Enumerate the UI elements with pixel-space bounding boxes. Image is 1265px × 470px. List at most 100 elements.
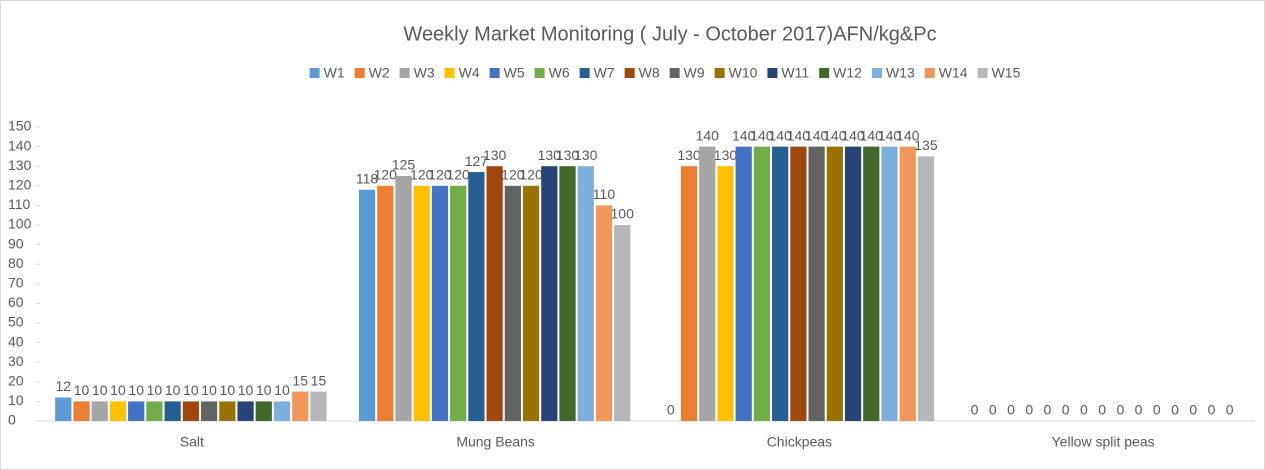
- data-label: 0: [1062, 402, 1070, 418]
- data-label: 120: [428, 167, 452, 183]
- bar: [255, 401, 272, 421]
- data-label: 140: [768, 127, 792, 143]
- bar: [310, 391, 327, 421]
- x-tick-label: Chickpeas: [767, 434, 832, 450]
- bar: [504, 185, 521, 421]
- bar: [395, 176, 412, 421]
- legend-label: W2: [369, 65, 390, 81]
- y-tick-label: 30: [8, 353, 24, 369]
- data-label: 10: [147, 382, 163, 398]
- data-label: 130: [677, 147, 701, 163]
- bar: [55, 397, 72, 421]
- data-label: 12: [56, 378, 72, 394]
- y-tick-label: 60: [8, 294, 24, 310]
- x-tick-label: Yellow split peas: [1052, 434, 1155, 450]
- data-label: 0: [1208, 402, 1216, 418]
- legend-swatch: [624, 68, 635, 78]
- data-label: 10: [74, 382, 90, 398]
- bar: [468, 172, 485, 421]
- data-label: 10: [256, 382, 272, 398]
- y-tick-label: 100: [8, 216, 32, 232]
- data-label: 0: [1080, 402, 1088, 418]
- bar: [772, 146, 789, 421]
- legend-swatch: [819, 68, 830, 78]
- y-tick-label: 10: [8, 392, 24, 408]
- data-label: 0: [1226, 402, 1234, 418]
- bar: [899, 146, 916, 421]
- data-label: 120: [410, 167, 434, 183]
- data-label: 130: [556, 147, 580, 163]
- bar: [146, 401, 163, 421]
- data-label: 0: [1025, 402, 1033, 418]
- data-label: 127: [465, 153, 489, 169]
- data-label: 140: [841, 127, 865, 143]
- data-label: 140: [896, 127, 920, 143]
- data-label: 125: [392, 157, 416, 173]
- data-label: 10: [165, 382, 181, 398]
- y-tick-label: 20: [8, 373, 24, 389]
- bar: [73, 401, 90, 421]
- data-label: 0: [1098, 402, 1106, 418]
- data-label: 140: [696, 127, 720, 143]
- legend-swatch: [399, 68, 410, 78]
- bar: [844, 146, 862, 421]
- data-label: 0: [989, 402, 997, 418]
- legend-label: W4: [459, 65, 480, 81]
- bar: [577, 166, 594, 421]
- bar: [917, 156, 935, 421]
- legend-swatch: [579, 68, 590, 78]
- legend-label: W5: [504, 65, 525, 81]
- data-label: 10: [110, 382, 126, 398]
- legend-label: W6: [549, 65, 570, 81]
- legend-label: W8: [639, 65, 660, 81]
- legend-label: W7: [594, 65, 615, 81]
- legend-label: W14: [939, 65, 968, 81]
- legend-swatch: [534, 68, 545, 78]
- bar: [377, 185, 394, 421]
- chart-title: Weekly Market Monitoring ( July - Octobe…: [403, 23, 936, 45]
- bar: [881, 146, 898, 421]
- data-label: 0: [1189, 402, 1197, 418]
- data-label: 0: [667, 402, 675, 418]
- y-tick-label: 130: [8, 157, 32, 173]
- legend-label: W12: [833, 65, 862, 81]
- data-label: 140: [805, 127, 829, 143]
- data-label: 118: [356, 170, 379, 186]
- legend-swatch: [714, 68, 725, 78]
- y-tick-label: 140: [8, 137, 32, 153]
- data-label: 130: [483, 147, 507, 163]
- data-label: 140: [823, 127, 847, 143]
- bar: [292, 391, 309, 421]
- bar: [735, 146, 752, 421]
- data-label: 135: [914, 137, 938, 153]
- bar: [164, 401, 181, 421]
- bar: [200, 401, 218, 421]
- y-tick-label: 50: [8, 314, 24, 330]
- data-label: 120: [374, 167, 398, 183]
- bar: [237, 401, 254, 421]
- bar: [753, 146, 771, 421]
- bar: [486, 166, 503, 421]
- legend-label: W3: [414, 65, 435, 81]
- bar: [595, 205, 613, 421]
- y-tick-label: 0: [8, 412, 16, 428]
- data-label: 0: [1116, 402, 1124, 418]
- y-tick-label: 40: [8, 333, 24, 349]
- legend-label: W13: [886, 65, 915, 81]
- bar: [680, 166, 698, 421]
- bar: [559, 166, 576, 421]
- legend-label: W10: [729, 65, 758, 81]
- bar: [790, 146, 807, 421]
- bar: [91, 401, 108, 421]
- bar: [863, 146, 880, 421]
- bar: [358, 189, 376, 421]
- legend-swatch: [977, 68, 988, 78]
- bar: [699, 146, 716, 421]
- legend-label: W9: [684, 65, 705, 81]
- bar: [109, 401, 127, 421]
- data-label: 0: [1007, 402, 1015, 418]
- legend-label: W11: [781, 65, 809, 81]
- data-label: 0: [1153, 402, 1161, 418]
- legend-swatch: [309, 68, 320, 78]
